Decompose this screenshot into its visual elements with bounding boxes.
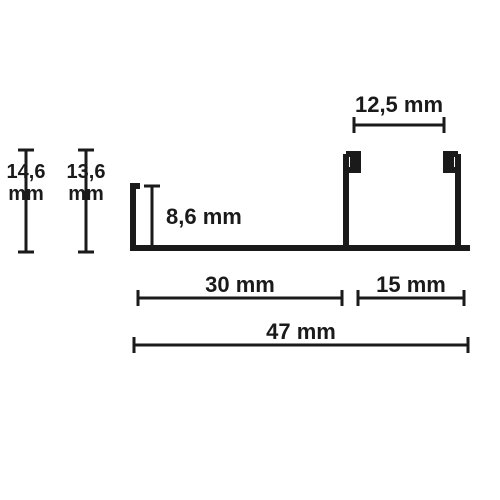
- dim-step-height: 8,6 mm: [144, 186, 242, 248]
- dim-height-inner-val: 13,6: [67, 161, 106, 183]
- dim-height-outer-unit: mm: [8, 183, 44, 205]
- dim-height-inner-unit: mm: [68, 183, 104, 205]
- dim-bottom-channel-label: 15 mm: [376, 272, 446, 297]
- dim-height-inner: 13,6 mm: [67, 150, 106, 252]
- dim-step-height-label: 8,6 mm: [166, 204, 242, 229]
- dim-height-outer: 14,6 mm: [7, 150, 46, 252]
- dim-bottom-total: 47 mm: [134, 319, 468, 353]
- profile-diagram: 12,5 mm 14,6 mm 13,6 mm 8,6 mm 30 mm 15 …: [0, 0, 500, 500]
- dim-top-width-label: 12,5 mm: [355, 92, 443, 117]
- dim-bottom-flange-label: 30 mm: [205, 272, 275, 297]
- dim-bottom-flange: 30 mm: [138, 272, 342, 306]
- dim-bottom-total-label: 47 mm: [266, 319, 336, 344]
- dim-height-outer-val: 14,6: [7, 161, 46, 183]
- dim-bottom-channel: 15 mm: [358, 272, 464, 306]
- dim-top-width: 12,5 mm: [354, 92, 444, 133]
